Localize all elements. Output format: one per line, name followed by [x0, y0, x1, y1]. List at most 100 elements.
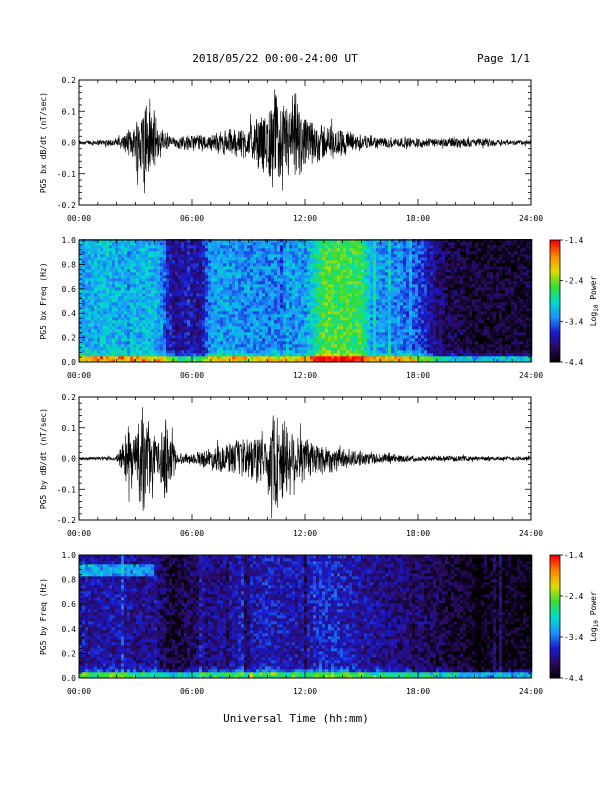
- spectrogram-cell: [427, 260, 431, 264]
- spectrogram-cell: [238, 287, 242, 291]
- spectrogram-cell: [358, 326, 362, 330]
- spectrogram-cell: [175, 311, 179, 315]
- spectrogram-cell: [412, 293, 416, 297]
- spectrogram-cell: [169, 263, 173, 267]
- spectrogram-cell: [367, 278, 371, 282]
- spectrogram-cell: [379, 248, 383, 252]
- spectrogram-cell: [100, 326, 104, 330]
- spectrogram-cell: [262, 356, 266, 360]
- spectrogram-cell: [184, 245, 188, 249]
- spectrogram-cell: [139, 287, 143, 291]
- spectrogram-cell: [238, 245, 242, 249]
- spectrogram-cell: [238, 302, 242, 306]
- spectrogram-cell: [151, 308, 155, 312]
- spectrogram-cell: [157, 284, 161, 288]
- spectrogram-cell: [133, 326, 137, 330]
- spectrogram-cell: [316, 344, 320, 348]
- spectrogram-cell: [346, 311, 350, 315]
- spectrogram-cell: [298, 344, 302, 348]
- spectrogram-cell: [313, 266, 317, 270]
- spectrogram-cell: [430, 257, 434, 261]
- spectrogram-cell: [169, 350, 173, 354]
- spectrogram-cell: [397, 263, 401, 267]
- spectrogram-cell: [394, 272, 398, 276]
- spectrogram-cell: [394, 341, 398, 345]
- spectrogram-cell: [79, 269, 83, 273]
- spectrogram-cell: [154, 251, 158, 255]
- spectrogram-cell: [349, 284, 353, 288]
- spectrogram-cell: [157, 254, 161, 258]
- spectrogram-cell: [403, 248, 407, 252]
- spectrogram-cell: [370, 347, 374, 351]
- spectrogram-cell: [259, 302, 263, 306]
- spectrogram-cell: [376, 239, 380, 243]
- spectrogram-cell: [322, 332, 326, 336]
- spectrogram-cell: [364, 281, 368, 285]
- spectrogram-cell: [307, 347, 311, 351]
- spectrogram-cell: [226, 269, 230, 273]
- spectrogram-cell: [82, 248, 86, 252]
- spectrogram-cell: [400, 311, 404, 315]
- spectrogram-cell: [229, 308, 233, 312]
- spectrogram-cell: [238, 278, 242, 282]
- spectrogram-cell: [268, 281, 272, 285]
- spectrogram-cell: [256, 302, 260, 306]
- spectrogram-cell: [130, 353, 134, 357]
- spectrogram-cell: [151, 344, 155, 348]
- spectrogram-cell: [229, 254, 233, 258]
- spectrogram-cell: [337, 356, 341, 360]
- spectrogram-cell: [133, 275, 137, 279]
- spectrogram-cell: [433, 350, 437, 354]
- spectrogram-cell: [169, 293, 173, 297]
- spectrogram-cell: [145, 299, 149, 303]
- spectrogram-cell: [403, 326, 407, 330]
- spectrogram-cell: [178, 239, 182, 243]
- spectrogram-cell: [400, 281, 404, 285]
- spectrogram-cell: [259, 317, 263, 321]
- spectrogram-cell: [127, 260, 131, 264]
- spectrogram-cell: [199, 275, 203, 279]
- spectrogram-cell: [244, 248, 248, 252]
- spectrogram-cell: [382, 281, 386, 285]
- spectrogram-cell: [325, 260, 329, 264]
- spectrogram-cell: [412, 332, 416, 336]
- spectrogram-cell: [139, 251, 143, 255]
- spectrogram-cell: [427, 275, 431, 279]
- spectrogram-cell: [88, 296, 92, 300]
- spectrogram-cell: [295, 308, 299, 312]
- spectrogram-cell: [412, 353, 416, 357]
- spectrogram-cell: [361, 287, 365, 291]
- spectrogram-cell: [382, 326, 386, 330]
- spectrogram-cell: [412, 308, 416, 312]
- spectrogram-cell: [142, 272, 146, 276]
- spectrogram-cell: [376, 347, 380, 351]
- spectrogram-cell: [433, 356, 437, 360]
- spectrogram-cell: [199, 257, 203, 261]
- spectrogram-cell: [403, 320, 407, 324]
- spectrogram-cell: [268, 308, 272, 312]
- spectrogram-cell: [115, 263, 119, 267]
- spectrogram-cell: [169, 281, 173, 285]
- spectrogram-cell: [181, 356, 185, 360]
- spectrogram-cell: [226, 356, 230, 360]
- spectrogram-cell: [121, 305, 125, 309]
- spectrogram-cell: [394, 242, 398, 246]
- spectrogram-cell: [190, 320, 194, 324]
- spectrogram-cell: [361, 263, 365, 267]
- spectrogram-cell: [406, 311, 410, 315]
- spectrogram-cell: [172, 344, 176, 348]
- spectrogram-cell: [217, 257, 221, 261]
- spectrogram-cell: [241, 341, 245, 345]
- spectrogram-cell: [94, 320, 98, 324]
- spectrogram-cell: [409, 254, 413, 258]
- spectrogram-cell: [373, 347, 377, 351]
- spectrogram-cell: [154, 281, 158, 285]
- spectrogram-cell: [154, 266, 158, 270]
- spectrogram-cell: [403, 290, 407, 294]
- spectrogram-cell: [361, 272, 365, 276]
- spectrogram-cell: [328, 314, 332, 318]
- spectrogram-cell: [169, 248, 173, 252]
- spectrogram-cell: [280, 320, 284, 324]
- spectrogram-cell: [103, 356, 107, 360]
- spectrogram-cell: [187, 350, 191, 354]
